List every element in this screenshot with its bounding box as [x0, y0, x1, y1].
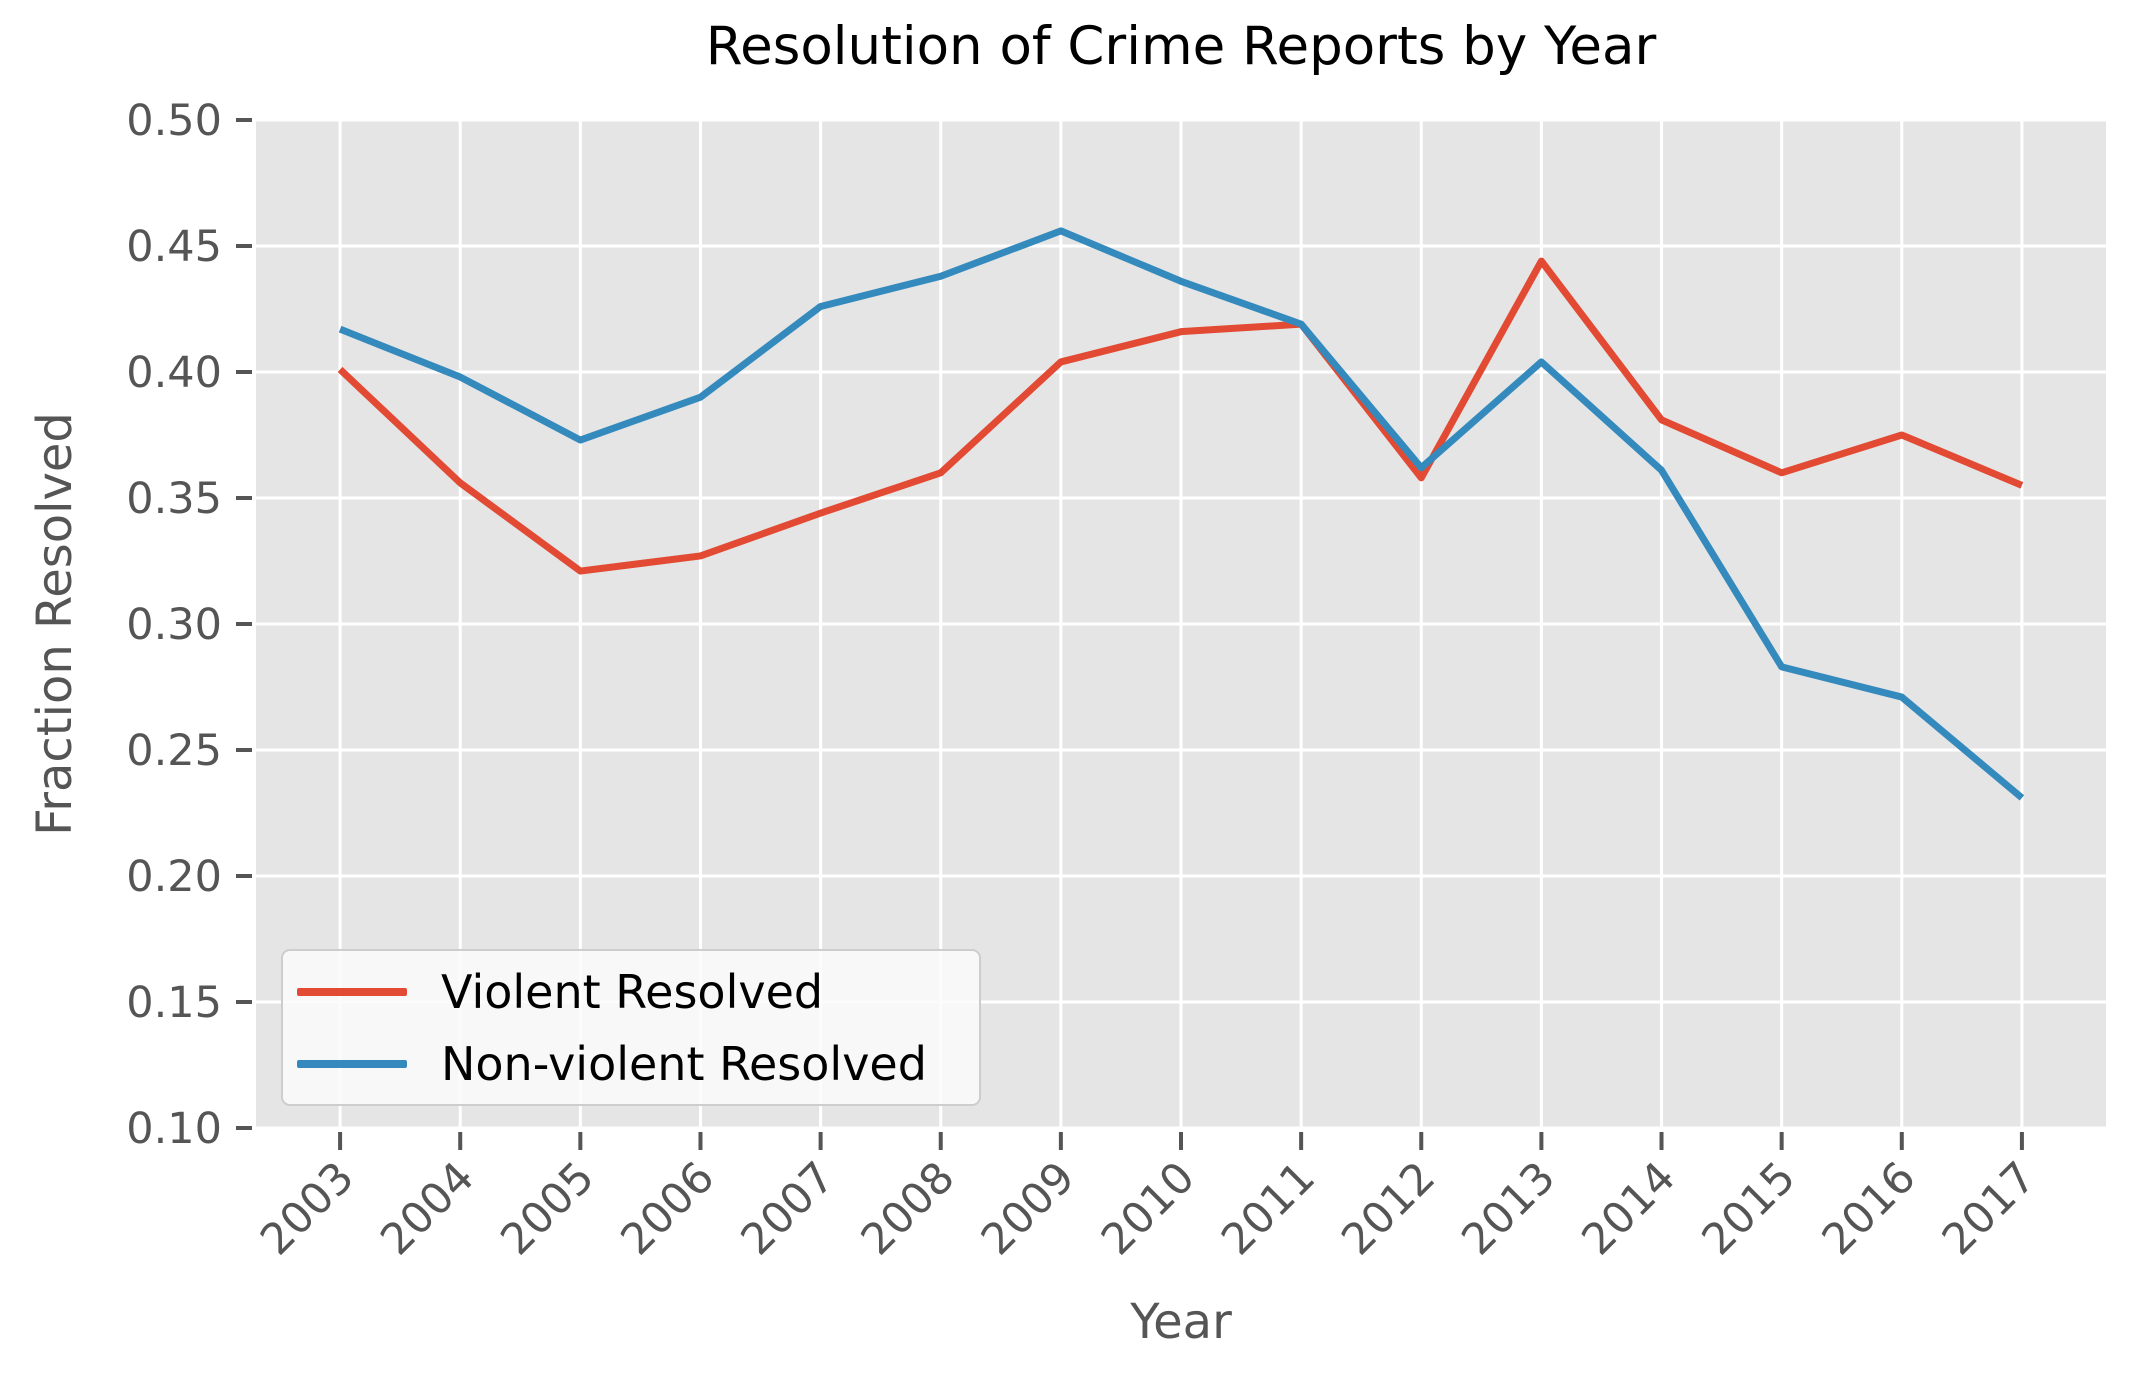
y-tick-label: 0.40 [126, 348, 222, 398]
legend-label-non-violent: Non-violent Resolved [441, 1036, 927, 1091]
y-tick-label: 0.20 [126, 852, 222, 902]
legend-label-violent: Violent Resolved [441, 964, 824, 1019]
y-axis-label: Fraction Resolved [27, 412, 83, 836]
y-tick-label: 0.50 [126, 96, 222, 146]
x-tick-label: 2005 [491, 1152, 604, 1265]
x-tick-label: 2017 [1933, 1152, 2046, 1265]
x-tick-label: 2009 [972, 1152, 1085, 1265]
legend-swatch-violent [297, 987, 407, 996]
x-tick-label: 2008 [852, 1152, 965, 1265]
y-tick-label: 0.35 [126, 474, 222, 524]
x-tick-label: 2010 [1092, 1152, 1205, 1265]
x-tick-label: 2011 [1212, 1152, 1325, 1265]
series-line-violent-resolved [337, 257, 2024, 575]
y-tick-label: 0.25 [126, 726, 222, 776]
y-tick-label: 0.15 [126, 978, 222, 1028]
x-tick-label: 2003 [251, 1152, 364, 1265]
legend-entry-non-violent: Non-violent Resolved [297, 1035, 979, 1093]
x-axis-label: Year [1130, 1294, 1232, 1350]
x-tick-label: 2013 [1452, 1152, 1565, 1265]
series-line-non-violent-resolved [338, 227, 2025, 801]
y-tick-label: 0.10 [126, 1104, 222, 1154]
legend-entry-violent: Violent Resolved [297, 963, 979, 1021]
legend-swatch-non-violent [297, 1059, 407, 1068]
x-tick-label: 2004 [371, 1152, 484, 1265]
x-tick-label: 2012 [1332, 1152, 1445, 1265]
y-tick-label: 0.45 [126, 222, 222, 272]
x-tick-label: 2015 [1693, 1152, 1806, 1265]
x-tick-label: 2016 [1813, 1152, 1926, 1265]
chart-title: Resolution of Crime Reports by Year [705, 16, 1657, 77]
legend: Violent Resolved Non-violent Resolved [281, 949, 981, 1106]
x-tick-label: 2007 [732, 1152, 845, 1265]
y-tick-label: 0.30 [126, 600, 222, 650]
x-tick-label: 2006 [612, 1152, 725, 1265]
x-tick-label: 2014 [1573, 1152, 1686, 1265]
